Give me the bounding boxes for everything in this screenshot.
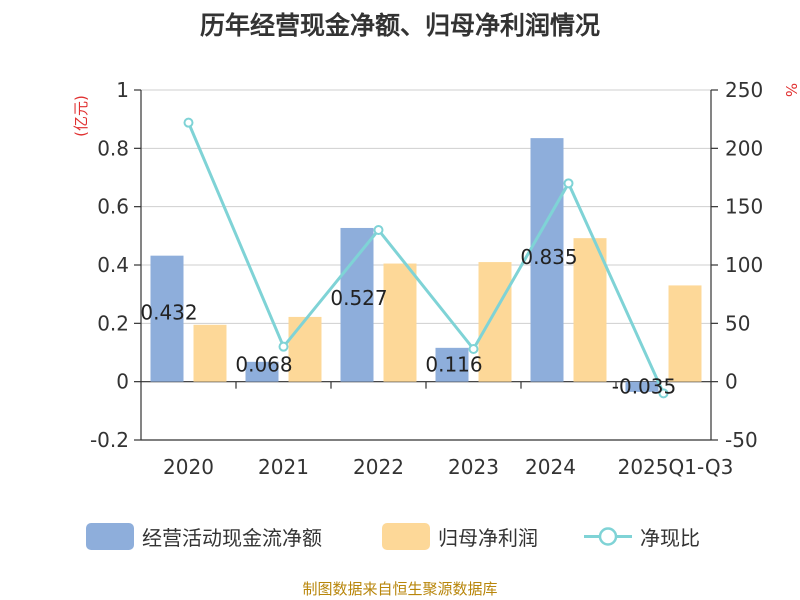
chart-plot: 1 250 0.8 200 0.6 150 0.4 100 0.2 50 0 0 -0.2 -50 2020… [72,78,800,479]
y2-tick-label: 150 [725,195,763,219]
bar-operating-cash-flow [340,227,374,382]
bar-operating-cash-flow [435,347,469,382]
y-tick-label: 0.4 [97,253,129,277]
ratio-line [183,117,669,399]
legend-swatch-operating-cash-flow [86,522,134,550]
y-tick-label: 0.6 [97,195,129,219]
y2-tick-label: 0 [725,370,738,394]
x-tick-label: 2023 [448,455,499,479]
data-label: 0.527 [330,286,387,310]
y-tick-label: 1 [116,78,129,102]
legend-label: 净现比 [640,525,700,550]
chart-title: 历年经营现金净额、归母净利润情况 [199,11,600,40]
legend-item-cash-ratio[interactable]: 净现比 [584,516,700,556]
legend-label: 经营活动现金流净额 [142,525,322,550]
y2-tick-label: 200 [725,136,763,160]
cash-ratio-point [563,178,574,189]
data-label: 0.835 [520,245,577,269]
y-tick-label: 0 [116,370,129,394]
x-tick-label: 2024 [525,455,576,479]
axes: 1 250 0.8 200 0.6 150 0.4 100 0.2 50 0 0 -0.2 -50 2020… [72,78,800,479]
x-tick-label: 2021 [258,455,309,479]
data-label: 0.068 [235,353,292,377]
legend-label: 归母净利润 [438,525,538,550]
cash-ratio-point [468,344,479,354]
legend-item-operating-cash-flow[interactable]: 经营活动现金流净额 [86,516,322,556]
legend: 经营活动现金流净额 归母净利润 净现比 [0,516,800,556]
y2-tick-label: 50 [725,311,750,335]
y-tick-label: 0.8 [97,136,129,160]
data-label: 0.432 [140,301,197,325]
y2-tick-label: -50 [725,428,758,452]
y-tick-label: 0.2 [97,311,129,335]
bar-net-profit [478,262,512,382]
x-tick-label: 2025Q1-Q3 [618,455,734,479]
source-note: 制图数据来自恒生聚源数据库 [302,580,498,598]
bar-operating-cash-flow [245,361,279,382]
x-tick-label: 2020 [163,455,214,479]
x-tick-label: 2022 [353,455,404,479]
cash-ratio-line [187,122,665,394]
cash-ratio-point [183,117,194,128]
bars [150,138,702,392]
legend-swatch-cash-ratio [584,526,632,546]
y2-tick-label: 100 [725,253,763,277]
bar-operating-cash-flow [625,381,659,392]
cash-ratio-point [278,341,289,352]
bar-net-profit [668,285,702,382]
bar-operating-cash-flow [530,138,564,382]
bar-net-profit [288,316,322,382]
cash-ratio-point [373,225,384,235]
cash-ratio-point [658,388,669,399]
bar-net-profit [193,324,227,382]
legend-item-net-profit[interactable]: 归母净利润 [382,516,538,556]
bar-net-profit [573,238,607,382]
y-axis-title: (亿元) [72,95,90,137]
y2-axis-title: % [782,83,800,97]
bar-net-profit [383,263,417,382]
data-labels: 0.432 0.068 0.527 0.116 0.835 -0.035 [140,245,676,399]
y-tick-label: -0.2 [90,428,129,452]
data-label: 0.116 [425,353,482,377]
data-label: -0.035 [612,375,676,399]
legend-swatch-net-profit [382,522,430,550]
bar-operating-cash-flow [150,255,184,382]
y2-tick-label: 250 [725,78,763,102]
